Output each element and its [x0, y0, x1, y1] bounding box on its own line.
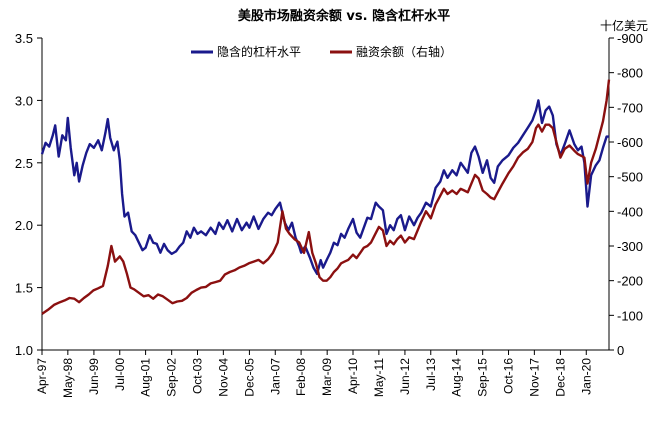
right-tick-label: -800: [617, 66, 643, 81]
x-tick-label: Oct-16: [502, 358, 516, 394]
x-tick-label: Dec-05: [242, 358, 256, 397]
legend-label-margin-debt: 融资余额（右轴）: [356, 44, 452, 59]
right-tick-label: -200: [617, 274, 643, 289]
x-tick-label: May-98: [61, 358, 75, 398]
right-tick-label: -600: [617, 135, 643, 150]
x-tick-label: Nov-04: [216, 358, 230, 397]
right-tick-label: -500: [617, 170, 643, 185]
x-tick-label: Aug-01: [139, 358, 153, 397]
x-tick-label: Jan-07: [268, 358, 282, 395]
x-tick-label: Mar-09: [320, 358, 334, 396]
x-tick-label: Dec-18: [553, 358, 567, 397]
x-tick-label: Sep-02: [165, 358, 179, 397]
x-tick-label: Feb-08: [294, 358, 308, 396]
x-tick-label: Apr-10: [346, 358, 360, 394]
right-tick-label: -900: [617, 31, 643, 46]
left-tick-label: 2.5: [15, 156, 33, 171]
series-line-margin-debt: [41, 79, 611, 315]
right-tick-label: -700: [617, 100, 643, 115]
legend-label-leverage: 隐含的杠杆水平: [217, 44, 301, 59]
left-tick-label: 1.5: [15, 281, 33, 296]
left-tick-label: 3.0: [15, 93, 33, 108]
x-tick-label: Jul-00: [113, 358, 127, 391]
right-tick-label: 0: [617, 343, 624, 358]
series-line-leverage: [40, 99, 609, 276]
x-tick-label: Apr-97: [35, 358, 49, 394]
x-tick-label: Jun-12: [398, 358, 412, 395]
x-tick-label: Jul-13: [424, 358, 438, 391]
right-tick-label: -100: [617, 308, 643, 323]
right-tick-label: -300: [617, 239, 643, 254]
x-tick-label: Jun-99: [87, 358, 101, 395]
left-tick-label: 1.0: [15, 343, 33, 358]
x-tick-label: Sep-15: [476, 358, 490, 397]
right-tick-label: -400: [617, 204, 643, 219]
x-tick-label: Jan-20: [579, 358, 593, 395]
x-tick-label: Aug-14: [450, 358, 464, 397]
x-tick-label: Oct-03: [191, 358, 205, 394]
x-tick-label: May-11: [372, 358, 386, 397]
plot-area: 1.0 1.5 2.0 2.5 3.0 3.5 0 -100 -200 -300 -400 -500 -…: [15, 31, 643, 398]
x-tick-label: Nov-17: [527, 358, 541, 397]
legend: 隐含的杠杆水平 融资余额（右轴）: [191, 44, 452, 59]
right-axis-unit: 十亿美元: [600, 18, 648, 33]
chart-title: 美股市场融资余额 vs. 隐含杠杆水平: [238, 8, 450, 24]
left-tick-label: 2.0: [15, 218, 33, 233]
left-tick-label: 3.5: [15, 31, 33, 46]
